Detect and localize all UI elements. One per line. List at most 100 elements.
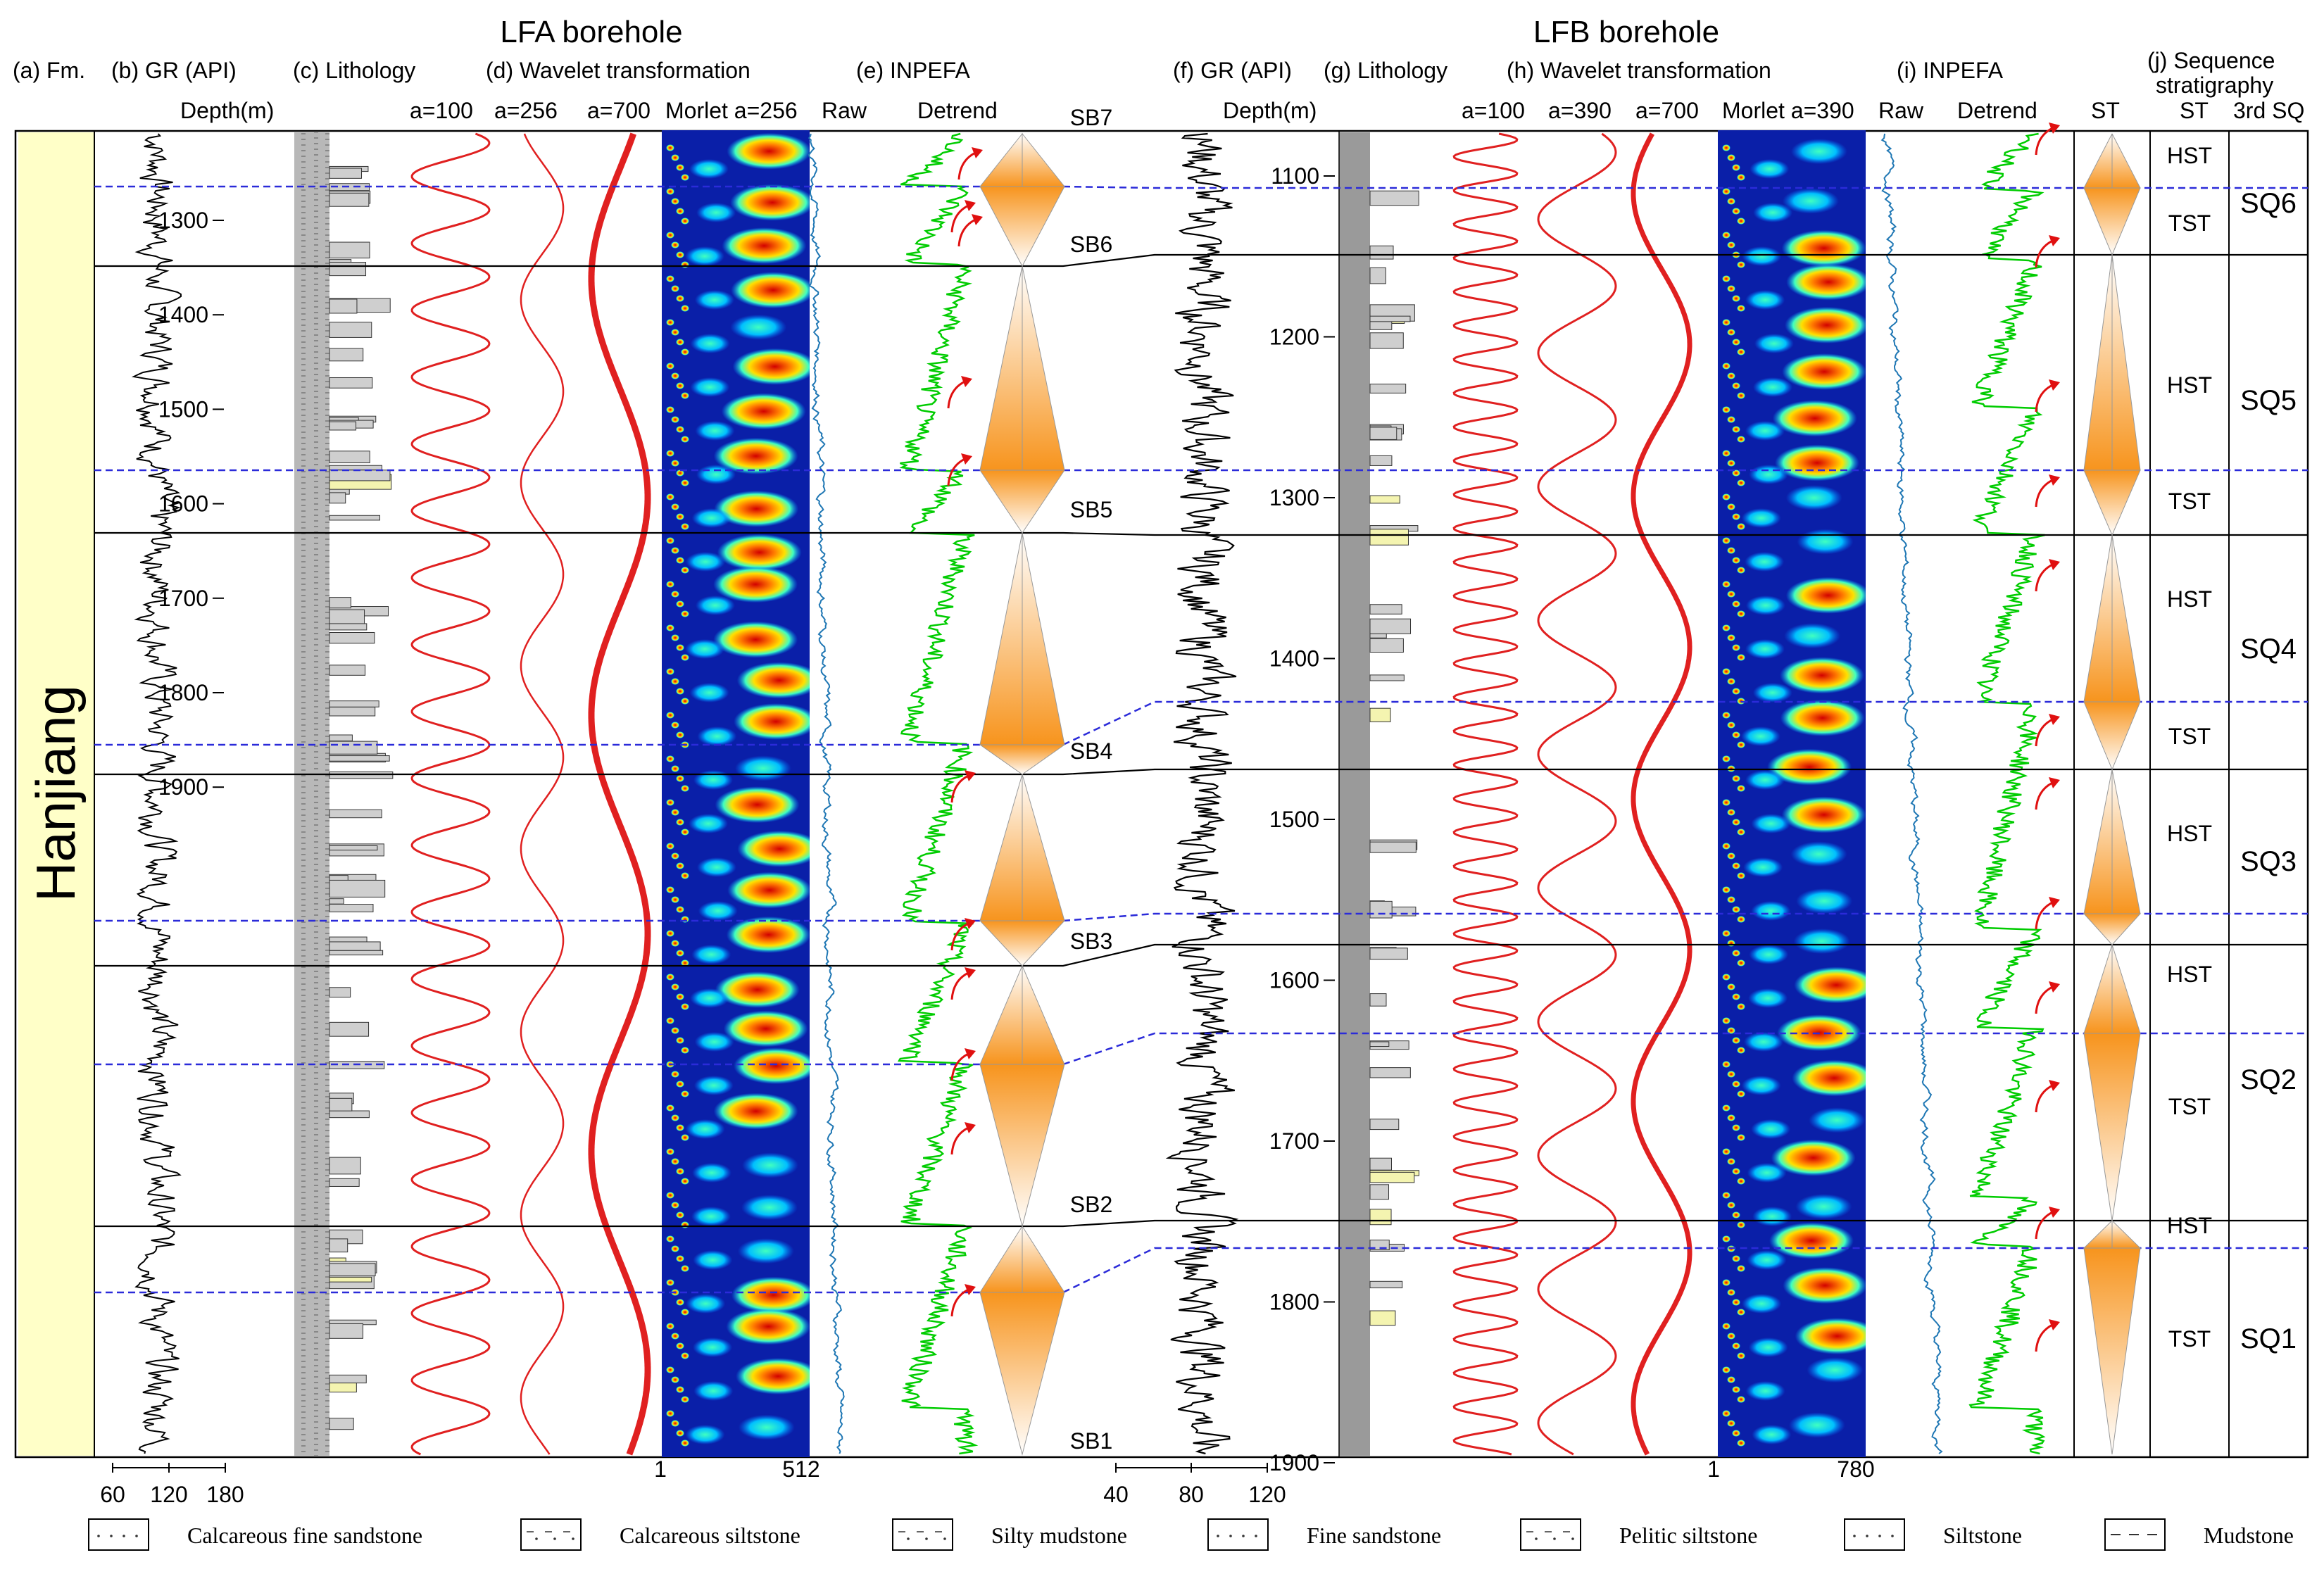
lfa-morlet-energy-blob [666, 363, 674, 370]
lfb-trend-arrow-head [2049, 122, 2060, 134]
legend-pattern-dot [1571, 1537, 1574, 1540]
lfa-morlet-energy-blob [681, 523, 689, 530]
lfa-lithology-bed [329, 492, 346, 504]
lfa-morlet-energy-blob [741, 1195, 798, 1221]
lfb-morlet-energy-blob [1737, 261, 1745, 268]
lfb-morlet-energy-blob [1722, 886, 1731, 893]
lfa-lithology-bed [329, 465, 383, 471]
lfa-morlet-energy-blob [676, 950, 684, 957]
header-gr-lfb: (f) GR (API) [1173, 58, 1292, 83]
lfb-morlet-scale-min: 1 [1707, 1456, 1720, 1482]
lfa-lithology-bed [329, 597, 351, 609]
lfa-morlet-energy-blob [723, 1010, 808, 1047]
lfa-systems-tract-triangle-lower [979, 1064, 1065, 1228]
lfb-lithology-bed [1369, 674, 1405, 681]
subheader-lfb-raw: Raw [1878, 98, 1924, 123]
lfb-morlet-energy-blob [1752, 377, 1792, 397]
lfb-morlet-energy-blob [1743, 857, 1783, 877]
lfb-morlet-energy-blob [1722, 930, 1731, 937]
legend-pattern-dot [1217, 1535, 1219, 1537]
legend-label: Fine sandstone [1307, 1523, 1441, 1548]
lfa-morlet-energy-blob [671, 329, 679, 336]
legend-pattern-dot [553, 1537, 556, 1540]
lfa-morlet-energy-blob [676, 426, 684, 433]
legend-label: Mudstone [2204, 1523, 2294, 1548]
lfb-morlet-energy-blob [1732, 819, 1740, 826]
lfa-morlet-energy-blob [726, 1308, 810, 1345]
lfb-morlet-energy-blob [1727, 1158, 1735, 1165]
lfb-wavelet-a390 [1537, 132, 1617, 1456]
lfa-morlet-energy-blob [671, 765, 679, 772]
lfb-lithology-bed [1369, 638, 1404, 653]
max-flooding-surface-line [94, 700, 2308, 746]
lfa-morlet-energy-blob [666, 1235, 674, 1242]
subheader-lfa-detrend: Detrend [917, 98, 998, 123]
lfa-morlet-energy-blob [692, 1163, 732, 1183]
sequence-label: SQ4 [2240, 634, 2297, 665]
lfa-morlet-energy-blob [693, 1076, 734, 1095]
lfa-systems-tract-triangle-lower [979, 186, 1065, 267]
legend-swatch [1520, 1518, 1581, 1551]
lfa-morlet-energy-blob [676, 600, 684, 607]
lfa-lithology-bed [329, 987, 351, 998]
lfa-morlet-energy-blob [666, 537, 674, 544]
lfa-morlet-energy-blob [666, 1410, 674, 1417]
lfa-systems-tract-triangle-upper [979, 774, 1023, 921]
lfa-morlet-energy-blob [666, 188, 674, 195]
header-wavelet-lfa: (d) Wavelet transformation [486, 58, 750, 83]
lfb-depth-label: 1200 [1269, 325, 1319, 350]
lfa-lithology-bed [329, 1097, 353, 1112]
lfa-trend-arrow-head [961, 376, 972, 387]
lfa-morlet-energy-blob [666, 1279, 674, 1286]
lfa-gr-curve [131, 133, 182, 1454]
lfa-morlet-energy-blob [676, 1386, 684, 1393]
lfb-trend-arrow-head [2049, 981, 2060, 993]
subheader-lfb-morlet: Morlet a=390 [1722, 98, 1854, 123]
lfa-morlet-energy-blob [698, 901, 738, 921]
lfa-morlet-energy-blob [685, 1425, 725, 1444]
lfa-lithology-bed [329, 241, 370, 259]
lfb-morlet-energy-blob [1727, 940, 1735, 947]
subheader-depth-lfb: Depth(m) [1223, 98, 1317, 123]
lfa-gr-scale: 60 120 180 [100, 1463, 244, 1507]
lfb-systems-tract-triangle-upper [2111, 254, 2141, 471]
lfb-morlet-energy-blob [1737, 567, 1745, 574]
sequence-label: SQ6 [2240, 188, 2297, 219]
systems-tract-label: TST [2168, 210, 2211, 236]
lfa-morlet-energy-blob [676, 775, 684, 782]
lfa-depth-label: 1600 [158, 491, 208, 517]
lfb-morlet-energy-blob [1780, 699, 1865, 736]
lfb-gr-scale: 40 80 120 [1103, 1463, 1286, 1507]
lfb-morlet-energy-blob [1727, 1027, 1735, 1034]
lfa-morlet-energy-blob [671, 678, 679, 685]
subheader-depth-lfa: Depth(m) [180, 98, 274, 123]
lfb-systems-tract-triangle-upper [2111, 944, 2141, 1034]
lfb-systems-tract-triangle-upper [2083, 1219, 2113, 1249]
lfa-morlet-energy-blob [694, 290, 734, 310]
lfb-morlet-energy-blob [1727, 198, 1735, 205]
lfb-morlet-energy-blob [1732, 1124, 1740, 1131]
lfb-trend-arrow-head [2049, 1080, 2060, 1091]
sequence-boundary-label: SB4 [1070, 738, 1112, 764]
lfa-morlet-energy-blob [738, 1414, 795, 1440]
lfb-morlet-energy-blob [1737, 1440, 1745, 1447]
lfa-morlet-energy-blob [681, 1047, 689, 1054]
max-flooding-surface-line [94, 1247, 2308, 1294]
systems-tract-label: TST [2168, 1326, 2211, 1352]
lfa-morlet-energy-blob [671, 591, 679, 598]
systems-tract-label: TST [2168, 489, 2211, 514]
lfa-morlet-energy-blob [666, 624, 674, 631]
lfb-morlet-energy-blob [1745, 421, 1785, 441]
legend-pattern-dot [907, 1537, 910, 1540]
lfa-trend-arrow-head [965, 1048, 976, 1059]
lfb-morlet-energy-blob [1727, 1376, 1735, 1383]
lfb-morlet-energy-blob [1745, 639, 1785, 659]
lfb-morlet-energy-blob [1722, 712, 1731, 719]
lfb-morlet-energy-blob [1740, 726, 1780, 746]
lfb-morlet-energy-blob [1737, 479, 1745, 486]
lfb-morlet-energy-blob [1774, 444, 1859, 481]
lfa-morlet-energy-blob [715, 971, 800, 1008]
lfb-morlet-energy-blob [1722, 1323, 1731, 1330]
lfb-morlet-energy-blob [1727, 852, 1735, 860]
lfa-systems-tract-triangle-upper [1022, 1225, 1065, 1293]
